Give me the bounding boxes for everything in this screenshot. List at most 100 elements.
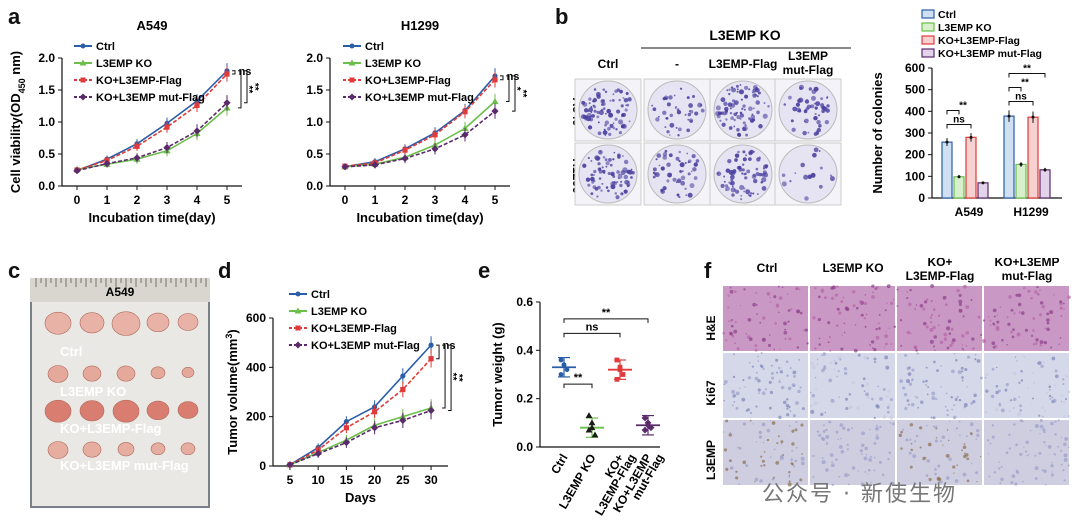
a1-legend-label-0: Ctrl <box>96 41 115 53</box>
colony-1-0-11 <box>630 176 633 179</box>
colony-0-1-20 <box>669 122 675 128</box>
ihc-cell-0-3-25 <box>1036 292 1040 296</box>
ihc-cell-0-0-12 <box>755 303 758 306</box>
colony-0-3-43 <box>799 86 803 91</box>
ihc-cell-2-2-31 <box>925 424 928 427</box>
colony-0-3-15 <box>820 97 824 101</box>
a2-sig-bracket-0 <box>500 75 504 81</box>
tumor-1-2 <box>116 365 136 382</box>
ihc-cell-2-2-18 <box>946 429 949 431</box>
a1-legend-marker-0 <box>80 43 86 49</box>
ihc-cell-0-3-48 <box>993 315 996 318</box>
ihc-cell-1-1-65 <box>828 378 833 383</box>
ihc-cell-2-3-16 <box>1054 433 1057 436</box>
tumor-2-1 <box>79 400 105 422</box>
colony-1-0-8 <box>614 192 618 195</box>
colony-1-0-25 <box>626 182 631 187</box>
ihc-cell-2-1-35 <box>864 470 867 473</box>
ihc-cell-2-3-4 <box>1039 418 1043 422</box>
ihc-cell-2-1-54 <box>875 436 880 440</box>
ihc-cell-2-0-58 <box>735 476 739 480</box>
ihc-cell-2-1-39 <box>838 445 843 449</box>
ihc-cell-0-3-19 <box>999 306 1002 309</box>
ihc-cell-0-3-37 <box>1006 316 1009 319</box>
ihc-cell-2-1-50 <box>870 481 872 484</box>
d-point-3-5 <box>427 406 435 415</box>
d-point-0-4 <box>400 373 406 379</box>
ihc-cell-2-3-14 <box>1063 479 1066 482</box>
ihc-cell-1-3-27 <box>1030 404 1032 406</box>
colony-1-2-67 <box>745 154 748 157</box>
tumor-3-4 <box>180 442 196 456</box>
b-legend-box-0 <box>921 9 935 19</box>
ihc-cell-0-2-24 <box>971 337 975 341</box>
ihc-cell-1-0-39 <box>731 389 736 394</box>
ihc-cell-1-1-37 <box>865 392 869 397</box>
colony-1-0-50 <box>590 173 594 177</box>
ihc-cell-0-2-35 <box>932 308 936 311</box>
ihc-cell-1-1-17 <box>838 396 841 398</box>
ihc-cell-2-3-28 <box>1039 424 1044 429</box>
ihc-cell-2-3-68 <box>1053 452 1056 455</box>
e-ytick-label-3: 0.6 <box>516 295 533 309</box>
a1-point-2-4 <box>194 102 200 108</box>
ihc-cell-1-1-2 <box>885 365 890 370</box>
ihc-cell-2-2-27 <box>941 435 945 439</box>
colony-1-0-13 <box>596 195 599 198</box>
a2-sig-label-0: ns <box>507 71 520 83</box>
watermark: 公众号 · 新使生物 <box>762 482 957 507</box>
colony-1-0-0 <box>585 177 591 182</box>
colony-1-2-73 <box>730 178 734 182</box>
ihc-cell-2-3-48 <box>1029 429 1032 432</box>
a2-point-3-0 <box>341 163 349 171</box>
colony-0-1-38 <box>668 95 673 100</box>
ihc-cell-2-1-58 <box>879 425 882 429</box>
ihc-cell-1-1-36 <box>851 381 855 385</box>
ihc-cell-1-1-13 <box>879 397 883 401</box>
colony-1-1-20 <box>667 172 673 178</box>
ihc-cell-0-0-64 <box>769 334 771 336</box>
ihc-cell-1-2-8 <box>926 393 929 396</box>
e-point-3-4 <box>644 421 652 429</box>
colony-1-0-30 <box>615 195 620 200</box>
ihc-cell-1-2-41 <box>966 386 968 388</box>
tumor-2-3 <box>146 400 170 421</box>
ihc-cell-2-2-30 <box>922 456 926 461</box>
ihc-cell-1-2-69 <box>946 413 949 417</box>
a2-legend-label-2: KO+L3EMP-Flag <box>365 75 451 87</box>
colony-1-0-47 <box>609 163 613 167</box>
ihc-cell-0-0-63 <box>755 292 758 294</box>
ihc-cell-2-3-64 <box>998 467 1001 470</box>
ihc-cell-0-1-36 <box>869 344 871 346</box>
ihc-cell-2-0-17 <box>742 422 747 426</box>
colony-1-3-5 <box>789 180 792 183</box>
ihc-cell-2-0-55 <box>773 448 776 451</box>
ihc-cell-1-1-9 <box>833 368 836 371</box>
colony-1-1-33 <box>679 169 682 173</box>
colony-0-1-25 <box>700 108 705 113</box>
colony-0-2-52 <box>763 102 766 105</box>
d-series-0 <box>289 344 432 466</box>
ihc-cell-2-1-17 <box>892 422 895 426</box>
ihc-cell-0-3-5 <box>1063 308 1065 310</box>
colony-1-0-80 <box>600 189 603 192</box>
ihc-cell-1-3-36 <box>1041 406 1044 410</box>
ihc-cell-1-2-45 <box>931 396 936 401</box>
ihc-cell-0-3-52 <box>992 322 995 325</box>
a2-point-2-2 <box>402 147 408 153</box>
colony-0-2-73 <box>757 91 761 95</box>
ihc-cell-1-1-15 <box>887 389 891 393</box>
d-point-2-5 <box>428 356 434 362</box>
ihc-cell-2-2-14 <box>966 479 970 483</box>
ihc-cell-2-2-49 <box>940 440 943 443</box>
colony-1-2-25 <box>752 173 756 177</box>
d-ylabel: Tumor volume(mm3) <box>224 329 240 454</box>
ihc-cell-0-3-31 <box>982 339 986 343</box>
ihc-cell-2-1-38 <box>859 449 864 453</box>
tumor-0-0 <box>44 311 72 335</box>
colony-0-1-17 <box>658 115 660 118</box>
ihc-cell-2-0-40 <box>788 480 791 483</box>
d-series-3 <box>289 409 432 466</box>
ihc-cell-0-3-54 <box>1017 302 1022 307</box>
a1-point-2-2 <box>134 143 140 149</box>
